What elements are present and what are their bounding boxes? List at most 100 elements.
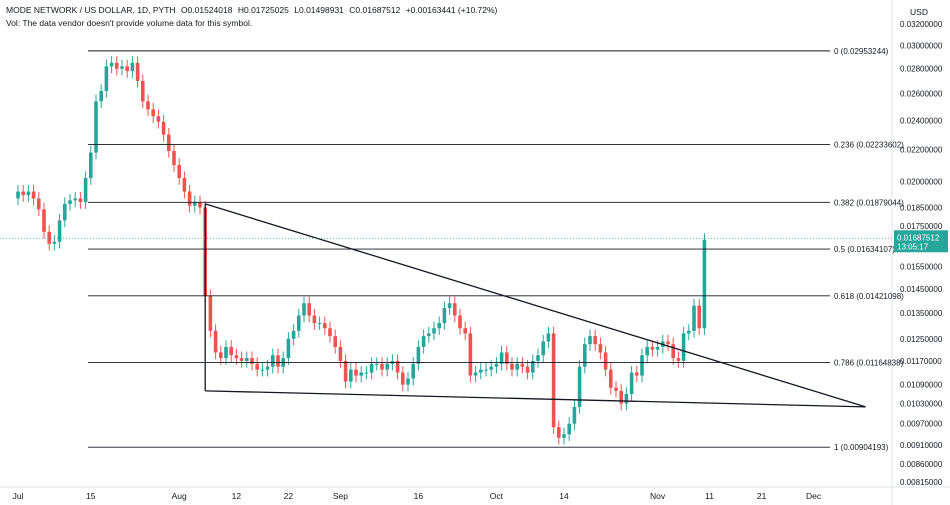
candle-body [645, 346, 649, 356]
candle-body [562, 434, 566, 438]
candle-body [515, 363, 519, 370]
candle-body [395, 360, 400, 373]
candle-body [349, 369, 353, 382]
y-tick-label: 0.02000000 [900, 177, 943, 186]
close-value: C0.01687512 [349, 5, 401, 15]
currency-label: USD [910, 7, 928, 17]
candle-body [213, 330, 218, 353]
y-tick-label: 0.03000000 [900, 42, 943, 51]
candle-body [120, 66, 124, 69]
x-tick-label: 12 [232, 491, 242, 501]
y-tick-label: 0.00860000 [900, 460, 943, 469]
y-tick-label: 0.01750000 [900, 222, 943, 231]
candle-body [99, 90, 103, 102]
x-tick-label: 22 [284, 491, 294, 501]
candle-body [499, 352, 504, 364]
candle-body [130, 62, 135, 72]
trendline-lower [205, 390, 866, 408]
last-price-tag [894, 230, 948, 253]
candle-body [505, 352, 509, 364]
volume-note: Vol: The data vendor doesn't provide vol… [6, 18, 253, 28]
candle-body [577, 366, 582, 407]
candle-body [702, 239, 707, 329]
candle-body [681, 333, 686, 361]
candle-body [380, 363, 384, 370]
candle-body [531, 360, 535, 373]
candle-body [640, 355, 644, 376]
candle-body [57, 220, 62, 242]
candle-body [635, 372, 639, 376]
candle-body [167, 134, 171, 151]
candle-body [307, 303, 311, 316]
candle-body [229, 346, 233, 356]
y-tick-label: 0.01850000 [900, 203, 943, 212]
candle-body [692, 305, 696, 331]
candle-body [37, 198, 41, 210]
x-tick-label: 11 [705, 491, 714, 501]
candle-body [583, 344, 587, 367]
candle-body [26, 191, 31, 196]
candle-body [510, 363, 514, 370]
candle-body [463, 328, 467, 334]
fib-level-label: 1 (0.00904193) [834, 443, 889, 452]
fib-level-label: 0.382 (0.01879044) [834, 198, 904, 207]
candle-body [671, 344, 675, 359]
candle-body [193, 202, 197, 206]
fib-level-label: 0.618 (0.01421098) [834, 292, 904, 301]
candle-body [297, 315, 301, 331]
candle-body [250, 358, 254, 364]
y-tick-label: 0.01350000 [900, 309, 943, 318]
candle-body [141, 80, 145, 102]
candle-body [432, 328, 436, 334]
y-tick-label: 0.01090000 [900, 381, 943, 390]
candle-body [473, 372, 478, 376]
candle-body [172, 150, 176, 166]
candle-body [265, 366, 270, 370]
x-tick-label: 14 [559, 491, 569, 501]
candle-body [286, 338, 291, 359]
candle-body [109, 62, 114, 67]
candle-body [354, 369, 358, 376]
candle-body [525, 366, 530, 373]
fib-level-label: 0.786 (0.01164838) [834, 358, 904, 367]
candle-body [317, 323, 322, 325]
low-value: L0.01498931 [294, 5, 344, 15]
candle-body [161, 121, 166, 135]
candle-body [63, 203, 67, 221]
last-price-value: 0.01687512 [897, 233, 940, 242]
y-tick-label: 0.01030000 [900, 400, 943, 409]
candle-body [276, 355, 280, 367]
candle-body [47, 231, 51, 244]
candle-body [291, 330, 296, 339]
candle-body [541, 341, 545, 356]
candle-body [375, 363, 379, 365]
candle-body [369, 363, 374, 373]
candle-body [536, 355, 540, 361]
candle-body [406, 378, 410, 385]
candle-body [177, 165, 181, 179]
candle-body [364, 372, 369, 374]
fib-level-label: 0.236 (0.02233602) [834, 140, 904, 149]
candle-body [78, 198, 83, 203]
y-tick-label: 0.00910000 [900, 441, 943, 450]
candle-body [245, 358, 249, 361]
candle-body [546, 333, 551, 342]
candle-body [593, 336, 597, 345]
candle-body [551, 333, 556, 428]
candle-body [489, 366, 493, 370]
candle-body [416, 346, 421, 364]
candle-body [224, 346, 228, 359]
y-tick-label: 0.02200000 [900, 145, 943, 154]
y-tick-label: 0.00815000 [900, 478, 943, 487]
y-tick-label: 0.01250000 [900, 335, 943, 344]
candle-body [52, 241, 57, 244]
symbol-title: MODE NETWORK / US DOLLAR, 1D, PYTH [6, 5, 176, 15]
candle-body [343, 360, 348, 382]
candle-body [260, 369, 265, 371]
y-tick-label: 0.00970000 [900, 420, 943, 429]
candle-body [557, 427, 561, 438]
candle-body [421, 336, 426, 347]
y-tick-label: 0.02800000 [900, 65, 943, 74]
candle-body [156, 116, 161, 122]
